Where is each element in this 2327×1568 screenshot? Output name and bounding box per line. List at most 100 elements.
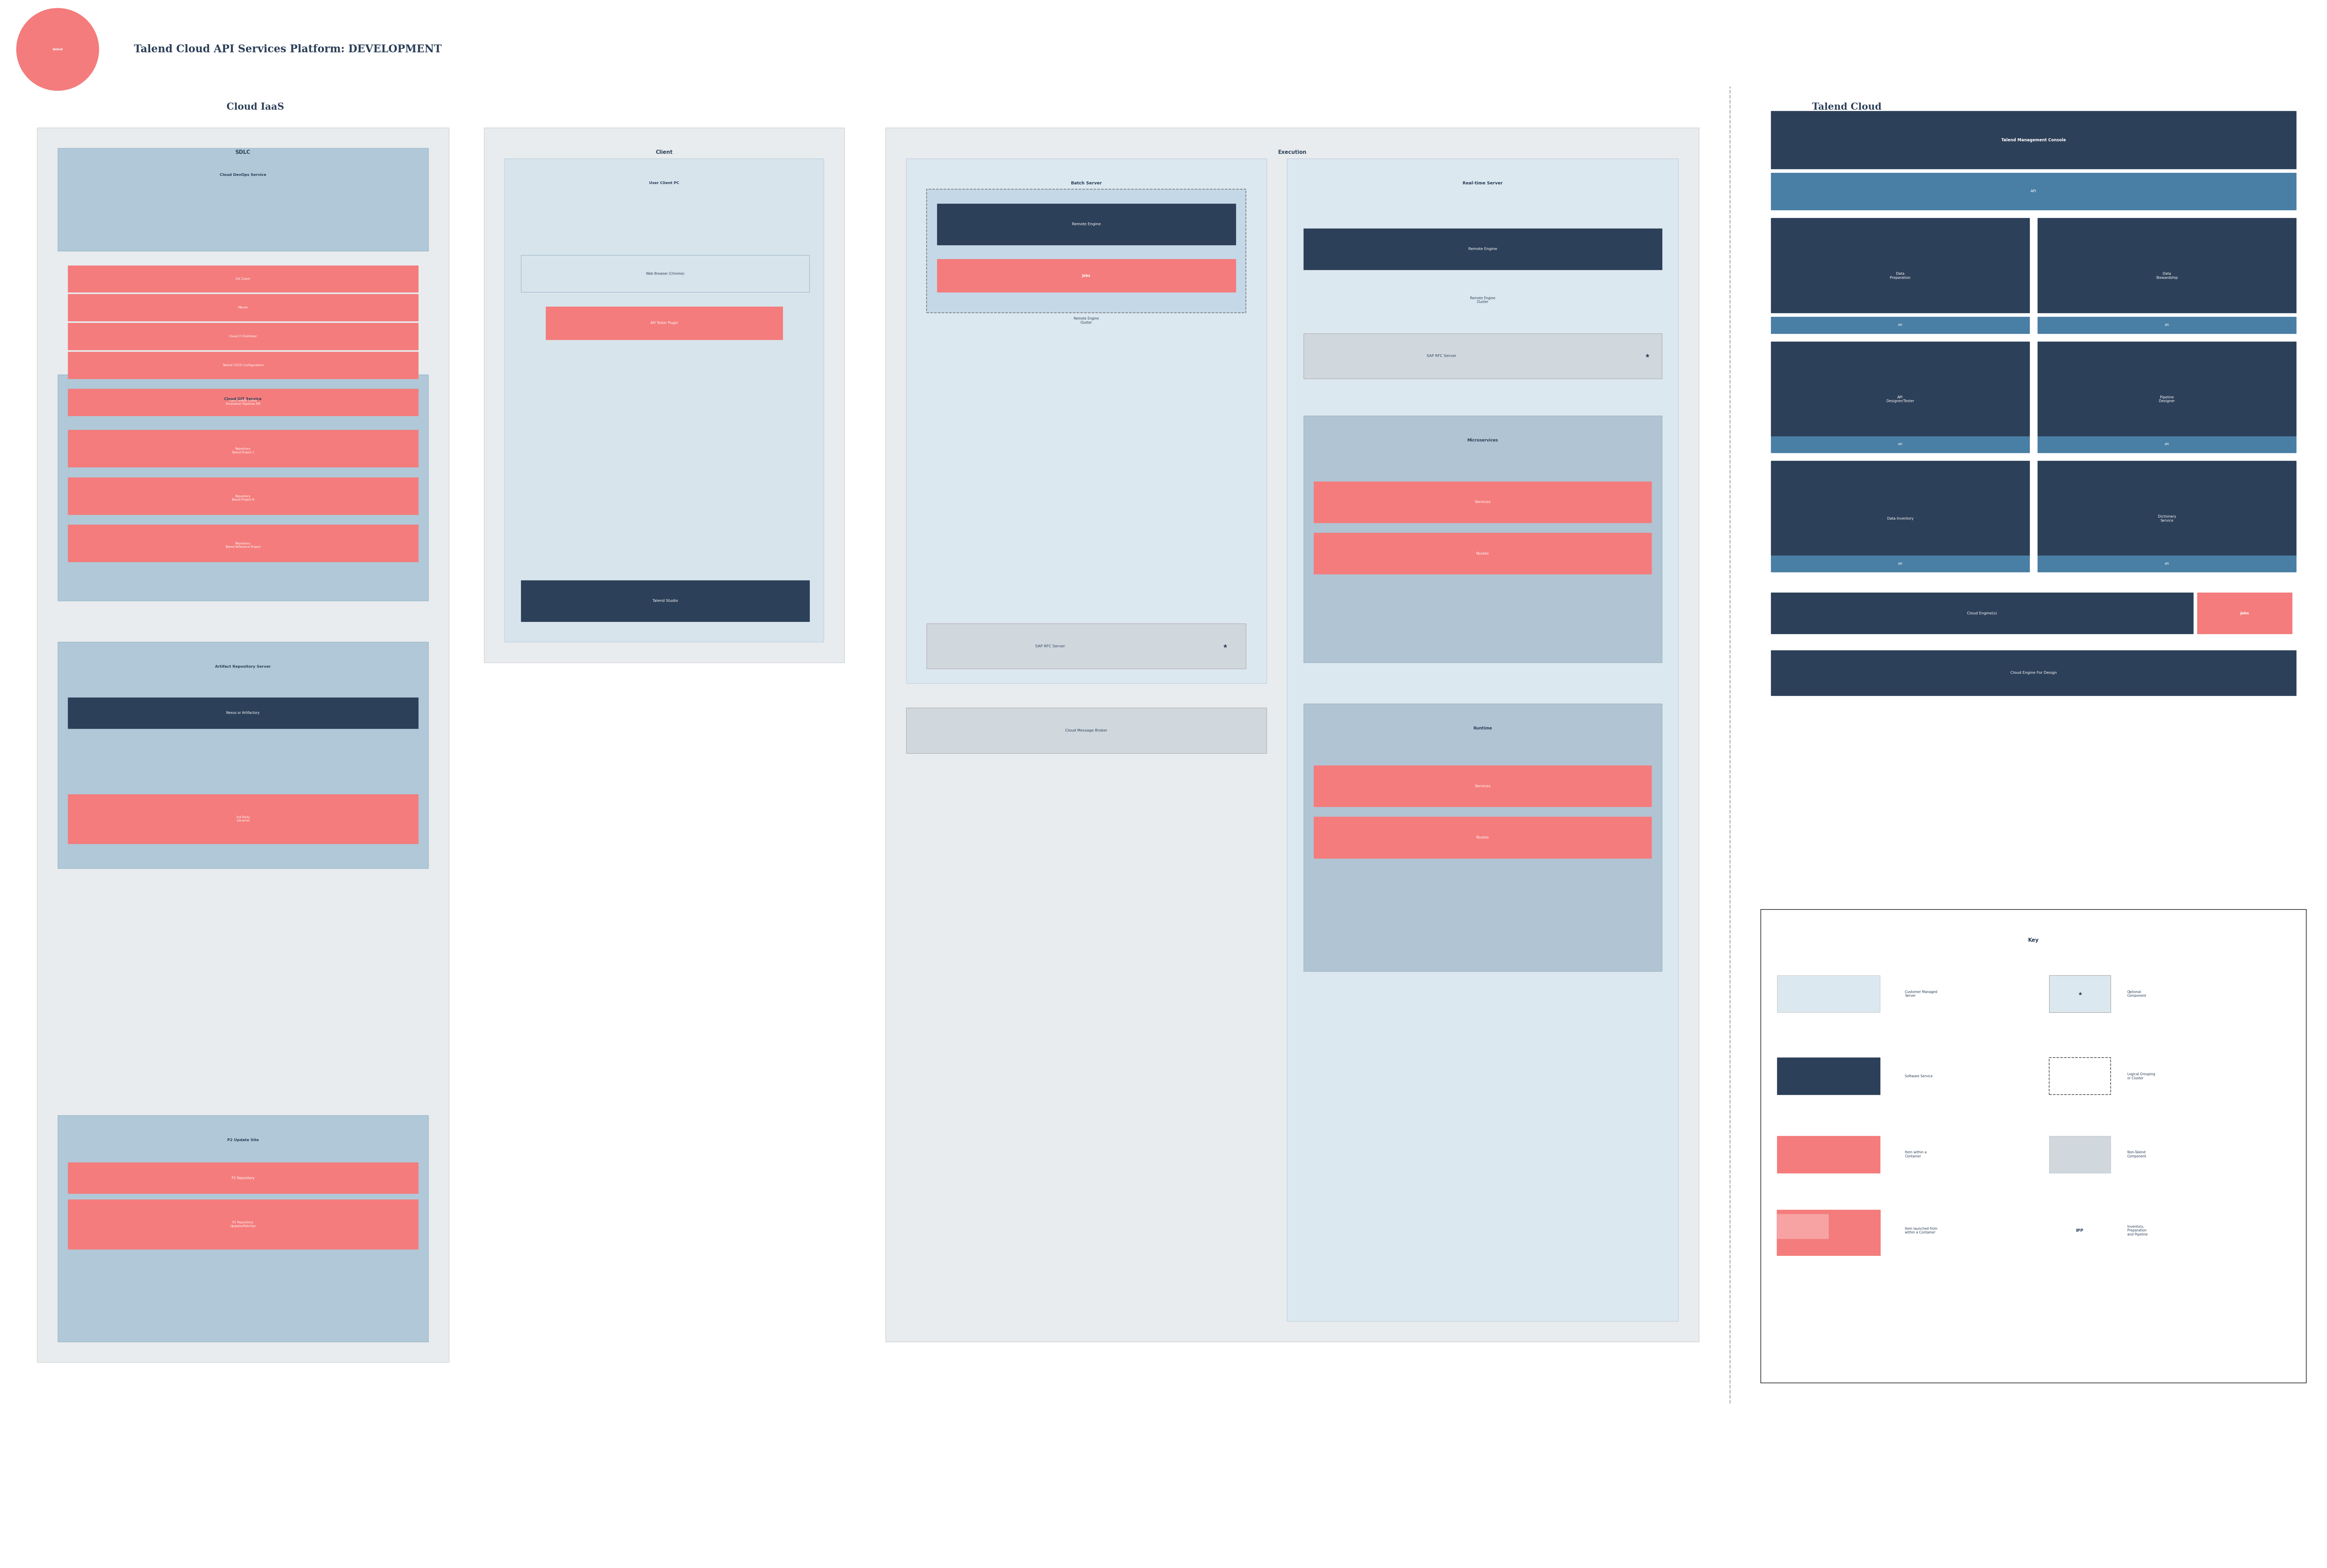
Text: SAP RFC Server: SAP RFC Server — [1426, 354, 1457, 358]
FancyBboxPatch shape — [1771, 342, 2029, 436]
Text: Cloud Message Broker: Cloud Message Broker — [1066, 729, 1108, 732]
FancyBboxPatch shape — [58, 641, 428, 869]
Text: P2 Repository: P2 Repository — [233, 1176, 254, 1179]
Text: Repository:
Talend Project N: Repository: Talend Project N — [230, 494, 254, 502]
Text: API: API — [1899, 442, 1903, 445]
Text: Remote Engine: Remote Engine — [1073, 223, 1101, 226]
FancyBboxPatch shape — [67, 477, 419, 514]
FancyBboxPatch shape — [58, 147, 428, 251]
Text: Software Service: Software Service — [1906, 1074, 1934, 1077]
FancyBboxPatch shape — [1771, 317, 2029, 334]
Text: Remote Engine
Cluster: Remote Engine Cluster — [1073, 317, 1098, 325]
Text: Talend CI/CD Configuration: Talend CI/CD Configuration — [223, 364, 263, 367]
FancyBboxPatch shape — [67, 1162, 419, 1193]
Text: API Tester Plugin: API Tester Plugin — [649, 321, 677, 325]
FancyBboxPatch shape — [1771, 555, 2029, 572]
Text: Talend Cloud: Talend Cloud — [1813, 102, 1883, 111]
Text: Data
Preparation: Data Preparation — [1890, 273, 1910, 279]
Text: Logical Grouping
or Cluster: Logical Grouping or Cluster — [2127, 1073, 2155, 1080]
FancyBboxPatch shape — [2050, 975, 2111, 1013]
FancyBboxPatch shape — [1303, 416, 1661, 663]
FancyBboxPatch shape — [1771, 218, 2029, 312]
Text: Optional
Component: Optional Component — [2127, 991, 2145, 997]
FancyBboxPatch shape — [1771, 111, 2297, 169]
Text: Jobs: Jobs — [2241, 612, 2250, 615]
Text: Calls Talend Cloud
Promotion Pipeline API: Calls Talend Cloud Promotion Pipeline AP… — [226, 398, 261, 406]
Text: Real-time Server: Real-time Server — [1464, 180, 1503, 185]
FancyBboxPatch shape — [1778, 1214, 1829, 1239]
Text: Talend Cloud API Services Platform: DEVELOPMENT: Talend Cloud API Services Platform: DEVE… — [135, 44, 442, 55]
Text: Remote Engine: Remote Engine — [1468, 248, 1496, 251]
Text: API: API — [1899, 563, 1903, 566]
FancyBboxPatch shape — [521, 580, 810, 621]
FancyBboxPatch shape — [67, 698, 419, 729]
Text: Cloud Engine(s): Cloud Engine(s) — [1966, 612, 1997, 615]
FancyBboxPatch shape — [1778, 1135, 1880, 1173]
Text: Web Browser (Chrome): Web Browser (Chrome) — [647, 271, 684, 276]
FancyBboxPatch shape — [67, 323, 419, 350]
Text: Item within a
Container: Item within a Container — [1906, 1151, 1927, 1159]
FancyBboxPatch shape — [887, 127, 1699, 1342]
Text: Key: Key — [2029, 938, 2038, 942]
FancyBboxPatch shape — [1778, 1210, 1880, 1256]
Text: Remote Engine
Cluster: Remote Engine Cluster — [1471, 296, 1496, 304]
Text: talend: talend — [54, 49, 63, 50]
FancyBboxPatch shape — [2038, 436, 2297, 453]
Text: P2 Update Site: P2 Update Site — [228, 1138, 258, 1142]
Text: Data Inventory: Data Inventory — [1887, 517, 1913, 521]
FancyBboxPatch shape — [1303, 229, 1661, 270]
Text: Talend Management Console: Talend Management Console — [2001, 138, 2066, 143]
FancyBboxPatch shape — [905, 158, 1266, 684]
Text: ★: ★ — [1645, 353, 1650, 359]
Text: 3rd Party
Libraries: 3rd Party Libraries — [235, 815, 249, 822]
Text: Artifact Repository Server: Artifact Repository Server — [214, 665, 270, 668]
Text: API: API — [2164, 323, 2169, 326]
FancyBboxPatch shape — [67, 430, 419, 467]
Text: Routes: Routes — [1475, 836, 1489, 839]
Text: Git Client: Git Client — [235, 278, 251, 281]
Text: Batch Server: Batch Server — [1070, 180, 1101, 185]
FancyBboxPatch shape — [505, 158, 824, 641]
FancyBboxPatch shape — [1771, 593, 2192, 633]
FancyBboxPatch shape — [926, 624, 1245, 670]
Circle shape — [16, 8, 98, 91]
FancyBboxPatch shape — [1315, 765, 1652, 806]
FancyBboxPatch shape — [1315, 817, 1652, 858]
FancyBboxPatch shape — [521, 256, 810, 292]
FancyBboxPatch shape — [1771, 461, 2029, 555]
FancyBboxPatch shape — [67, 351, 419, 378]
Text: Cloud Engine For Design: Cloud Engine For Design — [2011, 671, 2057, 674]
FancyBboxPatch shape — [37, 127, 449, 1363]
FancyBboxPatch shape — [1315, 533, 1652, 574]
Text: Services: Services — [1475, 784, 1492, 787]
Text: API
Designer/Tester: API Designer/Tester — [1887, 395, 1915, 403]
Text: Repository:
Talend Project 1: Repository: Talend Project 1 — [233, 447, 254, 455]
Text: Repository:
Talend Reference Project: Repository: Talend Reference Project — [226, 543, 261, 549]
Text: SDLC: SDLC — [235, 149, 251, 155]
Text: Cloud DevOps Service: Cloud DevOps Service — [219, 172, 265, 177]
Text: API: API — [2164, 563, 2169, 566]
Text: Jobs: Jobs — [1082, 274, 1091, 278]
FancyBboxPatch shape — [2038, 461, 2297, 555]
FancyBboxPatch shape — [58, 375, 428, 601]
Text: Services: Services — [1475, 500, 1492, 503]
FancyBboxPatch shape — [2038, 342, 2297, 436]
Text: Client: Client — [656, 149, 673, 155]
FancyBboxPatch shape — [1771, 172, 2297, 210]
Text: Cloud IaaS: Cloud IaaS — [226, 102, 284, 111]
Text: Cloud GIT Service: Cloud GIT Service — [223, 398, 261, 401]
Text: API: API — [2031, 190, 2036, 193]
FancyBboxPatch shape — [905, 707, 1266, 753]
FancyBboxPatch shape — [1287, 158, 1678, 1322]
FancyBboxPatch shape — [1303, 334, 1661, 378]
Text: Microservices: Microservices — [1468, 437, 1499, 442]
Text: P2 Repository
Updates/Patches: P2 Repository Updates/Patches — [230, 1221, 256, 1228]
FancyBboxPatch shape — [2038, 218, 2297, 312]
FancyBboxPatch shape — [67, 1200, 419, 1250]
Text: Runtime: Runtime — [1473, 726, 1492, 731]
FancyBboxPatch shape — [484, 127, 845, 663]
Text: Cloud CI Publisher: Cloud CI Publisher — [228, 336, 256, 339]
Text: Routes: Routes — [1475, 552, 1489, 555]
FancyBboxPatch shape — [58, 1115, 428, 1342]
Text: Talend Studio: Talend Studio — [652, 599, 677, 602]
